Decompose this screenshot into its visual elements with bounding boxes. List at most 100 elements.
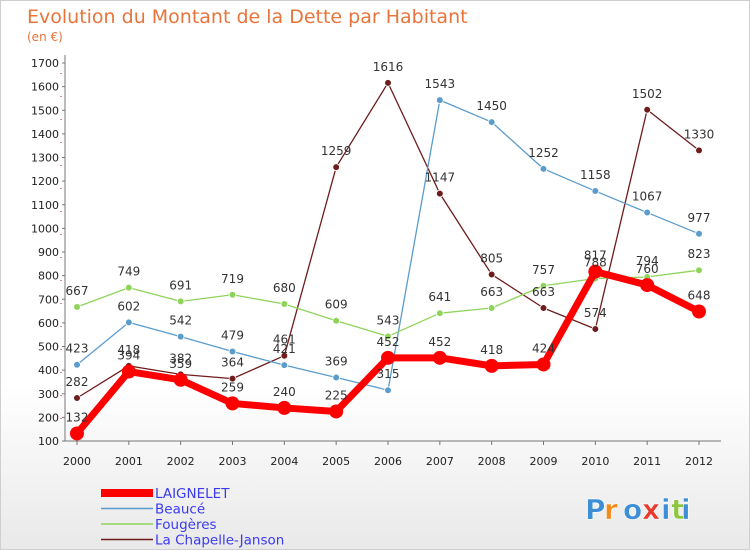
data-label: 977 bbox=[688, 211, 711, 225]
x-tick-label: 2010 bbox=[581, 455, 609, 468]
data-point bbox=[591, 187, 600, 195]
data-label: 749 bbox=[117, 265, 140, 279]
x-tick-label: 2002 bbox=[167, 455, 195, 468]
data-point bbox=[695, 266, 703, 274]
x-tick-label: 2001 bbox=[115, 455, 143, 468]
legend-label: LAIGNELET bbox=[155, 486, 230, 502]
logo-letter: i bbox=[681, 493, 691, 526]
data-point bbox=[692, 304, 706, 319]
data-point bbox=[280, 351, 289, 360]
y-tick-label: 1000 bbox=[31, 222, 59, 235]
y-tick-label: 200 bbox=[38, 411, 59, 424]
x-tick-label: 2000 bbox=[63, 455, 91, 468]
data-label: 259 bbox=[221, 380, 244, 394]
data-point bbox=[539, 281, 548, 290]
data-label: 760 bbox=[636, 262, 659, 276]
data-label: 823 bbox=[688, 247, 711, 261]
legend-label: Fougères bbox=[155, 517, 217, 533]
data-label: 1259 bbox=[321, 144, 352, 158]
data-point bbox=[332, 373, 340, 382]
data-label: 1450 bbox=[476, 99, 507, 113]
data-point bbox=[384, 79, 392, 87]
data-point bbox=[591, 325, 600, 333]
x-tick-label: 2004 bbox=[270, 455, 298, 468]
data-point bbox=[640, 278, 655, 293]
legend-label: Beaucé bbox=[155, 502, 205, 518]
data-label: 452 bbox=[428, 335, 451, 349]
y-tick-label: 1500 bbox=[31, 104, 59, 117]
y-tick-label: 1200 bbox=[31, 175, 59, 188]
data-label: 418 bbox=[480, 343, 503, 357]
data-label: 282 bbox=[66, 375, 89, 389]
y-tick-label: 400 bbox=[38, 364, 59, 377]
data-label: 1147 bbox=[425, 171, 456, 185]
data-point bbox=[173, 372, 188, 387]
data-point bbox=[436, 96, 444, 104]
data-label: 543 bbox=[377, 313, 400, 327]
data-point bbox=[487, 304, 496, 312]
chart-subtitle: (en €) bbox=[27, 30, 63, 44]
data-label: 680 bbox=[273, 281, 296, 295]
x-tick-label: 2011 bbox=[633, 455, 661, 468]
data-label: 794 bbox=[636, 254, 659, 268]
data-point bbox=[643, 105, 651, 114]
data-point bbox=[588, 264, 603, 279]
data-label: 369 bbox=[325, 354, 348, 368]
data-label: 315 bbox=[377, 367, 400, 381]
x-tick-label: 2009 bbox=[530, 455, 558, 468]
proxiti-logo: Pr o x i ti bbox=[585, 493, 691, 527]
data-point bbox=[125, 283, 133, 292]
data-point bbox=[432, 350, 447, 365]
series-layer bbox=[70, 79, 706, 441]
x-tick-label: 2005 bbox=[322, 455, 350, 468]
x-tick-label: 2003 bbox=[219, 455, 247, 468]
data-point bbox=[695, 146, 703, 155]
data-label: 424 bbox=[532, 341, 555, 355]
data-point bbox=[176, 332, 185, 341]
data-point bbox=[125, 318, 133, 327]
data-label: 382 bbox=[169, 351, 192, 365]
logo-letter: i bbox=[661, 493, 671, 526]
data-point bbox=[539, 304, 548, 312]
data-label: 1502 bbox=[632, 87, 663, 101]
data-label: 359 bbox=[169, 357, 192, 371]
data-point bbox=[384, 332, 392, 341]
data-label: 719 bbox=[221, 272, 244, 286]
y-tick-label: 100 bbox=[38, 435, 59, 448]
data-label: 225 bbox=[325, 388, 348, 402]
data-label: 817 bbox=[584, 249, 607, 263]
y-tick-label: 300 bbox=[38, 388, 59, 401]
data-point bbox=[436, 189, 444, 198]
y-tick-label: 1100 bbox=[31, 199, 59, 212]
data-label: 394 bbox=[117, 349, 140, 363]
data-point bbox=[384, 386, 392, 395]
y-tick-label: 600 bbox=[38, 317, 59, 330]
data-label: 663 bbox=[480, 285, 503, 299]
data-point bbox=[381, 350, 395, 365]
data-label: 1067 bbox=[632, 190, 663, 204]
data-label: 479 bbox=[221, 328, 244, 342]
data-label: 421 bbox=[273, 342, 296, 356]
data-point bbox=[228, 290, 237, 299]
logo-letter: r bbox=[604, 493, 618, 526]
data-point bbox=[176, 297, 185, 306]
logo-letter: P bbox=[585, 493, 606, 526]
axes: 100 200 300 400 500 600 700 800 900 1000 1100 1200 1… bbox=[31, 55, 721, 468]
data-point bbox=[228, 347, 237, 356]
x-tick-label: 2008 bbox=[478, 455, 506, 468]
data-label: 1158 bbox=[580, 168, 611, 182]
y-tick-label: 500 bbox=[38, 341, 59, 354]
data-point bbox=[329, 404, 344, 419]
data-point bbox=[484, 358, 499, 373]
y-tick-label: 1600 bbox=[31, 81, 59, 94]
data-label: 132 bbox=[66, 410, 89, 424]
y-tick-label: 800 bbox=[38, 270, 59, 283]
x-tick-label: 2006 bbox=[374, 455, 402, 468]
data-label: 461 bbox=[273, 333, 296, 347]
y-tick-label: 1700 bbox=[31, 57, 59, 70]
data-point bbox=[73, 394, 81, 402]
data-point bbox=[73, 360, 81, 369]
data-point bbox=[695, 230, 703, 238]
data-label: 609 bbox=[325, 298, 348, 312]
